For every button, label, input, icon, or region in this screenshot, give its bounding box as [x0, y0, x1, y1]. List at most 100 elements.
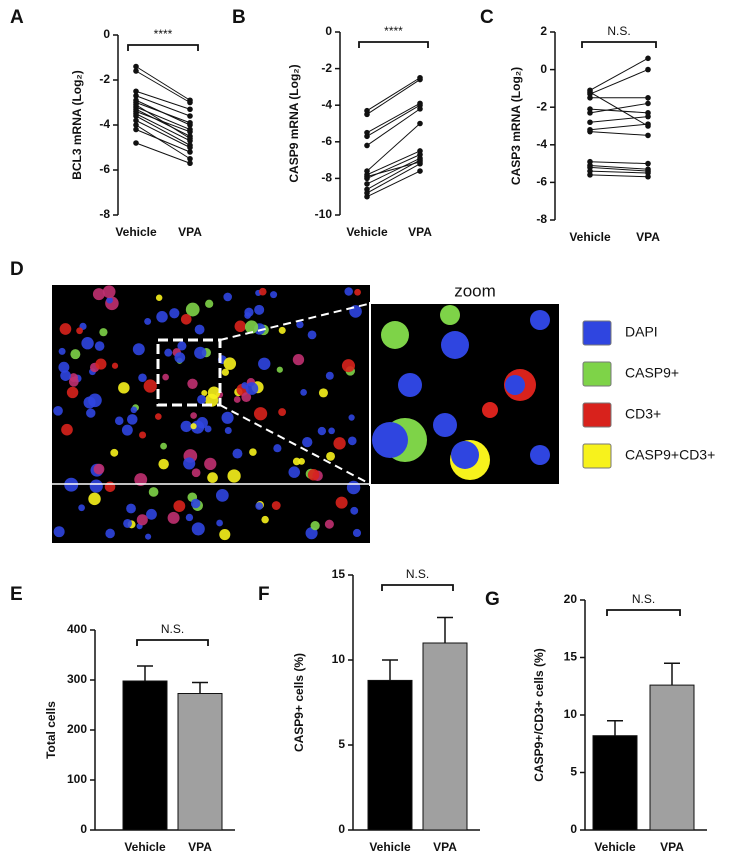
- y-tick-label: 5: [338, 737, 345, 751]
- legend-label: CASP9+: [625, 365, 679, 381]
- error-bar: [437, 616, 453, 643]
- data-point: [133, 113, 139, 119]
- cell: [58, 347, 66, 355]
- pair-line: [366, 123, 421, 172]
- y-tick-label: 15: [564, 650, 578, 664]
- cell: [114, 416, 124, 426]
- cell: [93, 463, 105, 475]
- cell: [167, 511, 180, 524]
- data-point: [187, 149, 193, 155]
- pair-line: [135, 129, 191, 153]
- y-tick-label: -8: [536, 212, 547, 226]
- cell: [223, 292, 232, 302]
- cell: [156, 311, 168, 323]
- zoom-cell: [398, 373, 422, 397]
- significance-label: ****: [154, 27, 173, 41]
- data-point: [133, 140, 139, 146]
- data-point: [187, 99, 193, 106]
- y-tick-label: -6: [536, 175, 547, 189]
- zoom-label: zoom: [454, 281, 496, 300]
- zoom-cell: [530, 310, 550, 330]
- y-axis-label: CASP9 mRNA (Log₂): [287, 64, 301, 182]
- data-point: [587, 172, 593, 178]
- zoom-guide: [219, 404, 373, 486]
- y-tick-label: 200: [67, 722, 87, 736]
- pair-line: [135, 104, 191, 139]
- zoom-cell: [372, 422, 408, 458]
- pair-line: [589, 131, 649, 136]
- data-point: [133, 101, 139, 108]
- panel-label: A: [10, 7, 24, 28]
- cell: [346, 480, 361, 495]
- significance-bracket: [581, 41, 657, 48]
- cell: [326, 451, 335, 461]
- data-point: [645, 66, 651, 73]
- pair-line: [589, 57, 649, 91]
- cell: [271, 501, 281, 510]
- cell: [185, 513, 194, 522]
- y-tick-label: 0: [540, 62, 547, 76]
- cell: [288, 466, 301, 478]
- panel-label: C: [480, 7, 494, 28]
- cell: [296, 320, 304, 329]
- cell: [66, 386, 79, 399]
- cell: [224, 427, 232, 435]
- y-tick-label: -2: [536, 99, 547, 113]
- pair-line: [366, 150, 421, 176]
- data-point: [417, 168, 423, 174]
- y-tick-label: 10: [564, 707, 578, 721]
- cell: [190, 412, 197, 419]
- x-tick-label: Vehicle: [115, 225, 157, 239]
- y-axis-label: CASP9+/CD3+ cells (%): [532, 648, 546, 781]
- data-point: [645, 113, 651, 120]
- cell: [110, 448, 119, 457]
- data-point: [645, 132, 651, 139]
- cell: [102, 285, 116, 299]
- cell: [232, 448, 243, 459]
- cell: [94, 341, 105, 351]
- cell: [233, 396, 241, 403]
- legend-label: CD3+: [625, 406, 661, 422]
- data-point: [187, 155, 193, 162]
- data-point: [133, 68, 139, 74]
- panel-label: E: [10, 584, 23, 605]
- pair-line: [366, 108, 421, 146]
- cell: [83, 396, 96, 409]
- cell: [89, 479, 103, 493]
- data-point: [587, 95, 593, 101]
- cell: [76, 327, 83, 335]
- y-tick-label: 300: [67, 672, 87, 686]
- cell: [204, 457, 217, 471]
- data-point: [645, 100, 651, 107]
- data-point: [645, 55, 651, 62]
- y-tick-label: 10: [332, 652, 346, 666]
- data-point: [133, 122, 139, 128]
- cell: [177, 341, 187, 351]
- x-tick-label: Vehicle: [346, 225, 388, 239]
- data-point: [364, 142, 370, 149]
- data-point: [133, 126, 139, 133]
- data-point: [133, 92, 139, 99]
- data-point: [587, 110, 593, 116]
- cell: [53, 406, 63, 416]
- cell: [207, 472, 218, 483]
- cell: [354, 288, 361, 296]
- cell: [349, 305, 362, 318]
- pair-line: [135, 113, 191, 142]
- cell: [270, 291, 278, 299]
- significance-label: ****: [384, 24, 403, 38]
- pair-line: [589, 102, 649, 114]
- cell: [162, 373, 169, 381]
- cell: [86, 408, 96, 418]
- x-tick-label: Vehicle: [569, 230, 611, 244]
- legend-label: CASP9+CD3+: [625, 447, 715, 463]
- data-point: [364, 173, 370, 180]
- significance-bracket: [381, 584, 454, 591]
- cell: [158, 458, 169, 470]
- legend-swatch: [582, 443, 612, 469]
- y-axis-label: CASP9+ cells (%): [292, 653, 306, 752]
- pair-line: [589, 174, 649, 178]
- error-bar: [664, 662, 680, 686]
- cell: [253, 407, 268, 421]
- pair-line: [135, 124, 191, 160]
